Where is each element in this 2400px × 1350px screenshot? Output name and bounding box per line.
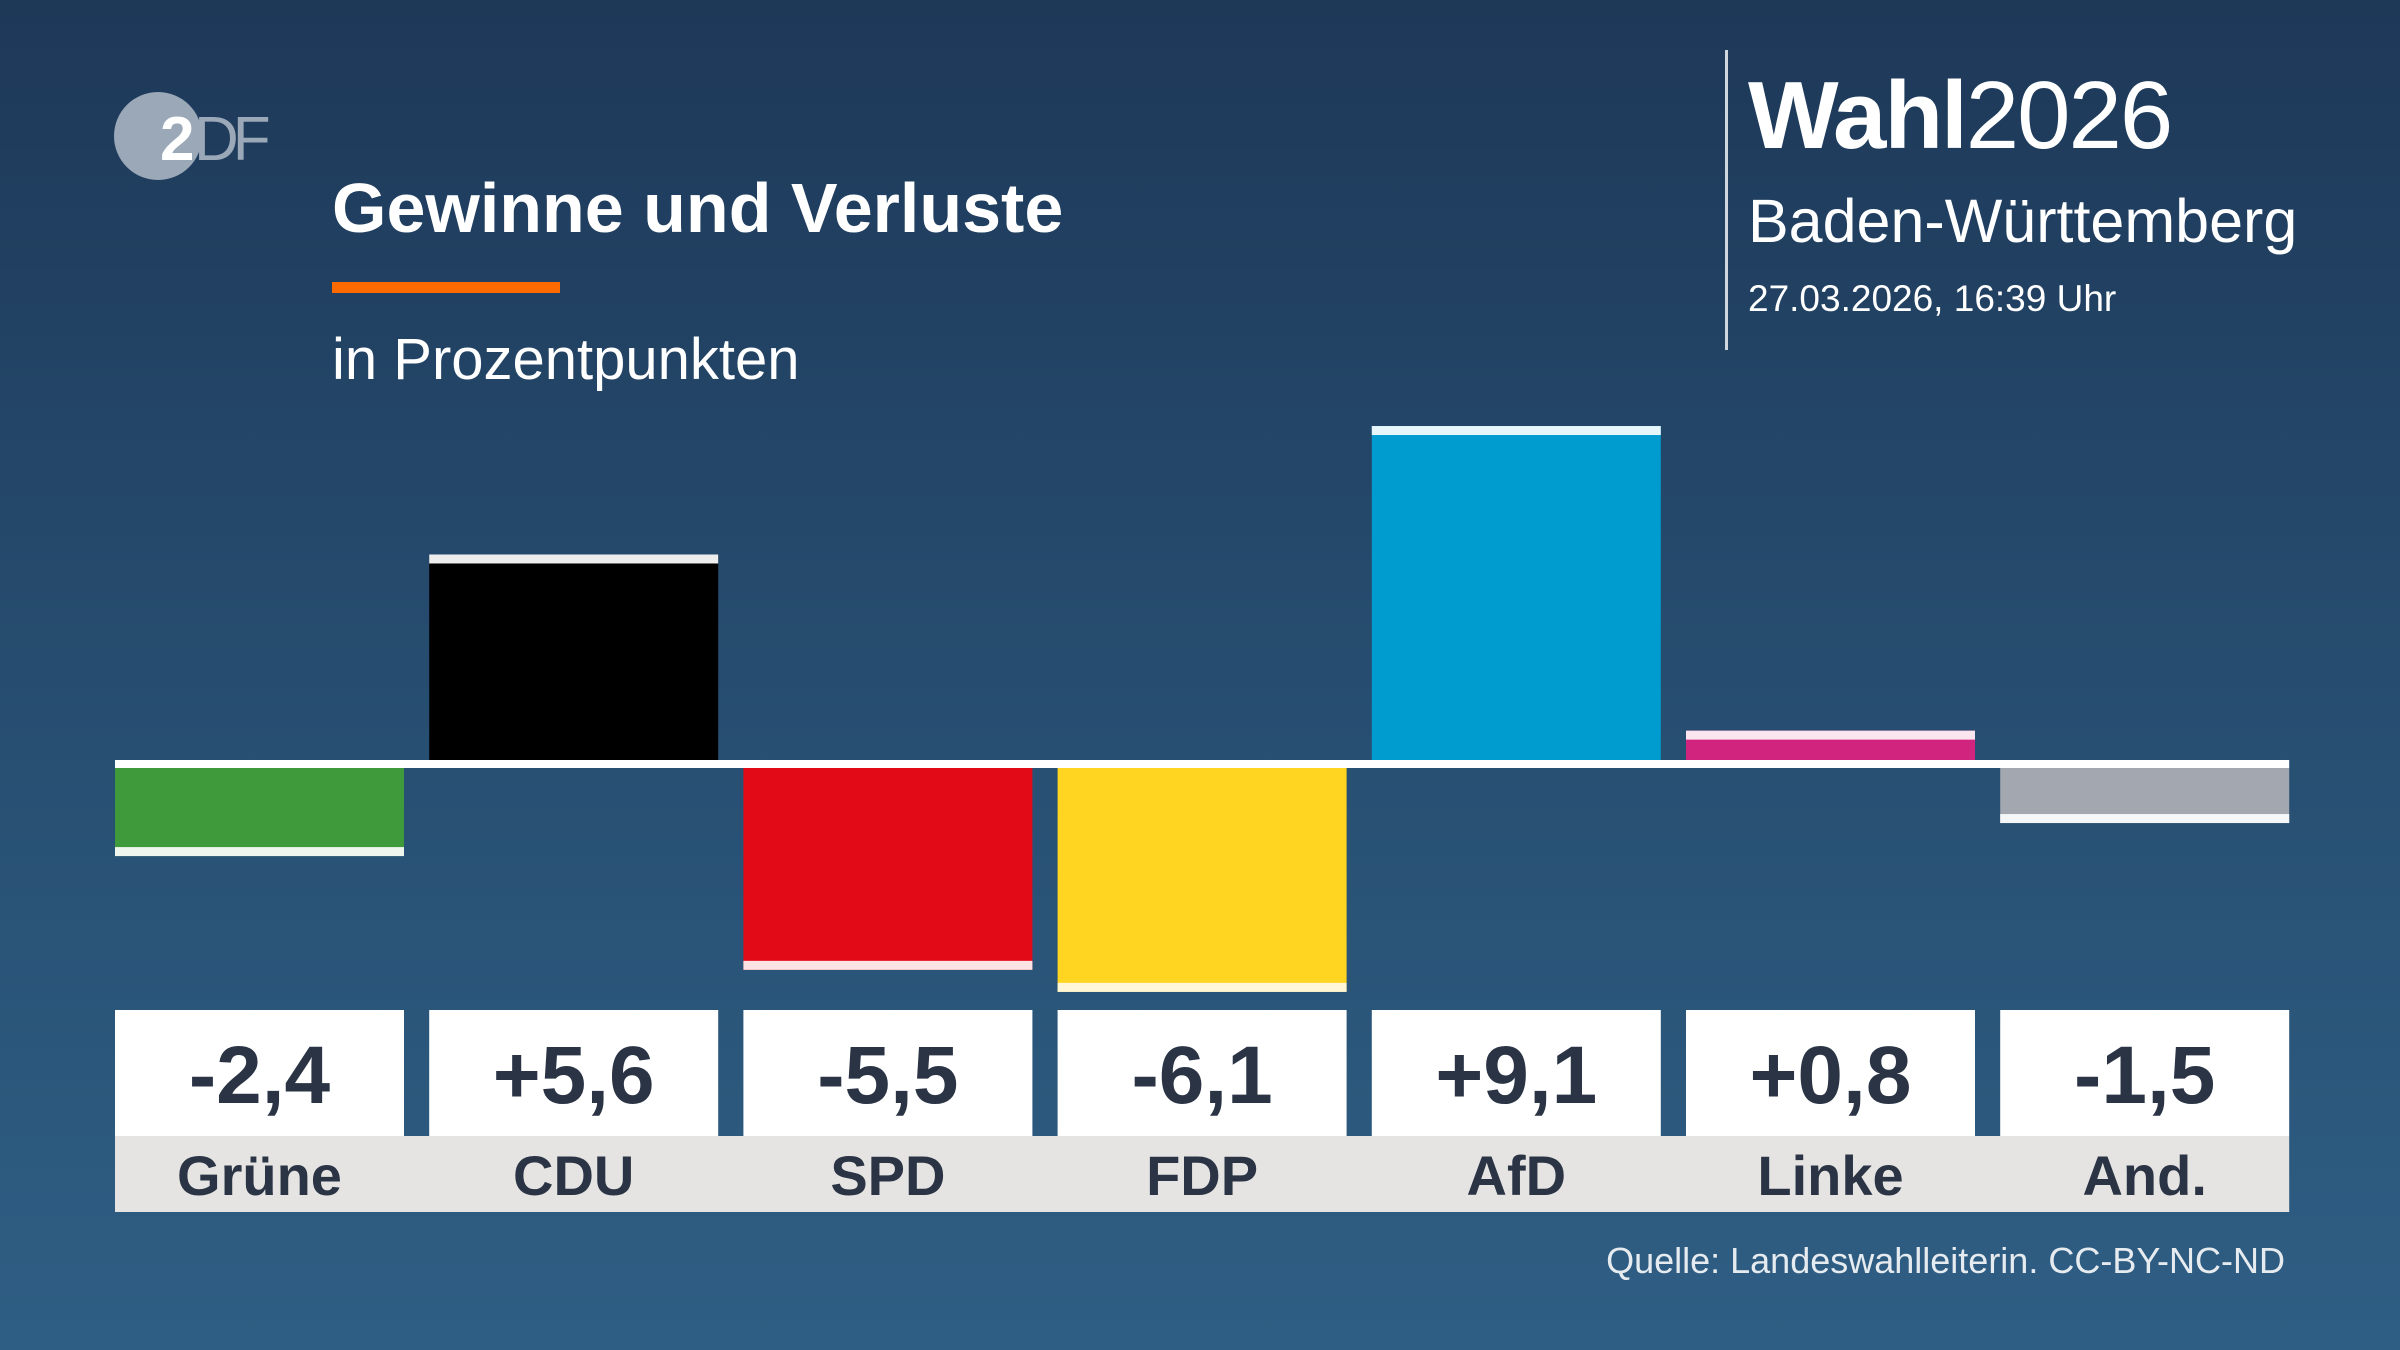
value-label-0: -2,4: [189, 1030, 331, 1121]
chart-subtitle: in Prozentpunkten: [332, 327, 800, 392]
category-label-6: And.: [2082, 1144, 2206, 1207]
bar-cap-5: [1686, 730, 1975, 740]
bar-cap-2: [743, 960, 1033, 970]
category-label-5: Linke: [1757, 1144, 1903, 1207]
category-band: [115, 1136, 2290, 1212]
bar-0: [115, 768, 404, 857]
value-box-3: [1057, 1010, 1347, 1136]
value-label-6: -1,5: [2074, 1030, 2215, 1121]
chart-title: Gewinne und Verluste: [332, 169, 1064, 247]
value-label-2: -5,5: [817, 1030, 958, 1121]
source-note: Quelle: Landeswahlleiterin. CC-BY-NC-ND: [1606, 1240, 2285, 1281]
value-label-4: +9,1: [1435, 1030, 1597, 1121]
value-label-5: +0,8: [1750, 1030, 1912, 1121]
bar-6: [2000, 768, 2290, 824]
value-box-2: [743, 1010, 1033, 1136]
category-label-1: CDU: [513, 1144, 634, 1207]
value-box-0: [115, 1010, 404, 1136]
zero-line: [115, 760, 2290, 768]
bar-3: [1057, 768, 1347, 992]
value-box-5: [1686, 1010, 1975, 1136]
value-label-3: -6,1: [1131, 1030, 1272, 1121]
bar-cap-6: [2000, 814, 2290, 824]
category-label-2: SPD: [830, 1144, 945, 1207]
value-box-4: [1371, 1010, 1661, 1136]
category-label-0: Grüne: [177, 1144, 342, 1207]
header-divider: [1725, 50, 1728, 350]
bar-4: [1371, 426, 1661, 760]
value-label-1: +5,6: [493, 1030, 655, 1121]
value-box-1: [429, 1010, 719, 1136]
value-box-6: [2000, 1010, 2290, 1136]
bar-cap-3: [1057, 982, 1347, 992]
brand-year: 2026: [1965, 62, 2174, 169]
election-brand: Wahl2026: [1748, 68, 2173, 164]
title-accent-bar: [332, 282, 560, 293]
zdf-logo: 2 DF: [114, 92, 275, 180]
bar-cap-4: [1371, 426, 1661, 436]
bar-1: [429, 554, 719, 760]
region-name: Baden-Württemberg: [1748, 187, 2298, 255]
timestamp: 27.03.2026, 16:39 Uhr: [1748, 278, 2117, 319]
bar-2: [743, 768, 1033, 970]
svg-text:DF: DF: [194, 105, 269, 174]
category-label-3: FDP: [1146, 1144, 1258, 1207]
bar-cap-0: [115, 847, 404, 857]
brand-bold: Wahl: [1748, 62, 1968, 169]
bar-cap-1: [429, 554, 719, 564]
category-label-4: AfD: [1467, 1144, 1567, 1207]
